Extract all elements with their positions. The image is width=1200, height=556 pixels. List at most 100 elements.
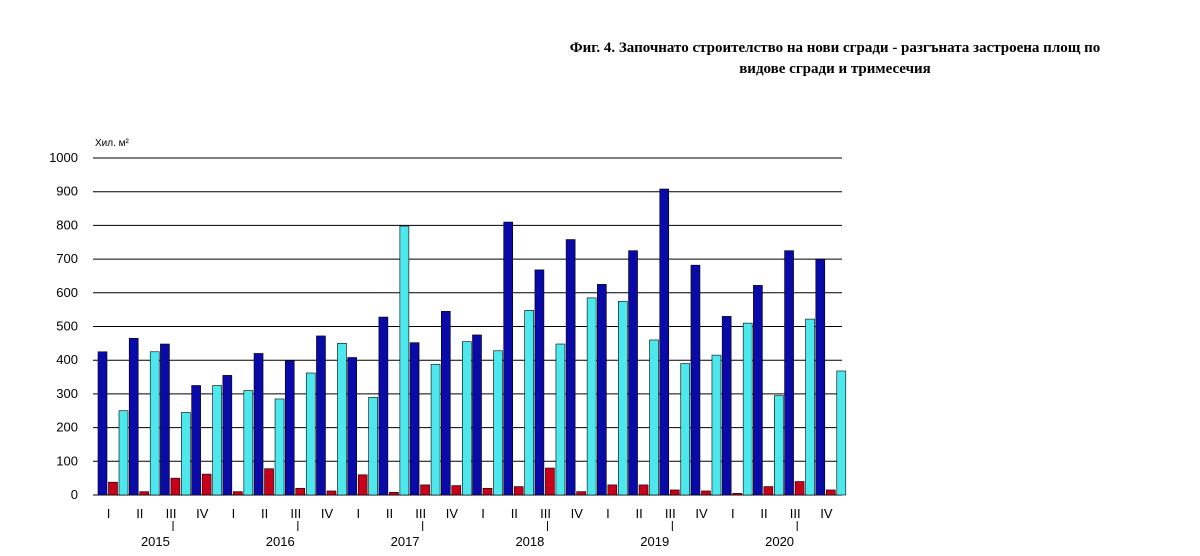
x-year-label: 2018 <box>515 534 544 549</box>
bar-series2 <box>482 487 493 496</box>
bar-series1 <box>472 334 482 496</box>
bar-series2 <box>233 491 243 496</box>
x-tick-label: III <box>540 506 551 521</box>
bar-series2 <box>763 486 774 496</box>
x-tick-label: II <box>261 506 268 521</box>
bar-series1 <box>534 269 545 496</box>
bar-series3 <box>711 354 722 496</box>
bar-series1 <box>753 285 763 496</box>
x-tick-label: III <box>665 506 676 521</box>
bar-series2 <box>825 489 836 496</box>
bar-series3 <box>493 350 503 496</box>
x-tick-label: III <box>790 506 801 521</box>
bar-series3 <box>680 363 691 496</box>
x-year-label: 2016 <box>266 534 295 549</box>
bar-series1 <box>784 250 794 496</box>
bar-series3 <box>805 318 815 496</box>
y-axis-unit-label: Хил. м² <box>95 138 130 149</box>
x-tick-label: III <box>166 506 177 521</box>
bar-series2 <box>389 491 399 496</box>
y-tick-label: 100 <box>56 453 78 468</box>
bar-series2 <box>295 487 306 496</box>
y-tick-label: 700 <box>56 251 78 266</box>
x-year-label: 2015 <box>141 534 170 549</box>
bar-series1 <box>690 264 701 496</box>
bar-series3 <box>243 390 254 496</box>
bar-series2 <box>513 486 524 496</box>
bar-series3 <box>399 225 410 496</box>
bar-series2 <box>170 477 181 496</box>
bar-series2 <box>576 491 586 496</box>
bar-series2 <box>139 491 150 496</box>
x-tick-label: III <box>415 506 426 521</box>
bar-series1 <box>565 239 576 496</box>
chart-title-line2: видове сгради и тримесечия <box>739 61 931 77</box>
x-tick-label: II <box>511 506 518 521</box>
y-tick-label: 900 <box>56 184 78 199</box>
bar-series3 <box>305 372 316 496</box>
bar-series1 <box>503 221 514 496</box>
x-tick-label: I <box>232 506 236 521</box>
year-labels: 2015 2016 2017 2018 2019 2020 <box>141 534 794 549</box>
x-tick-label: II <box>136 506 143 521</box>
bar-series1 <box>440 311 451 496</box>
x-tick-label: IV <box>571 506 584 521</box>
bar-series2 <box>451 485 462 496</box>
x-tick-label: IV <box>695 506 708 521</box>
bar-series1 <box>409 342 420 496</box>
bar-series1 <box>628 250 638 496</box>
bar-series3 <box>274 398 285 496</box>
x-axis-ticks: I II III IV I II III IV I II III IV I II III IV I II III IV… <box>107 506 833 531</box>
x-tick-label: I <box>481 506 485 521</box>
y-tick-label: 400 <box>56 352 78 367</box>
y-tick-label: 1000 <box>49 150 78 165</box>
bar-series1 <box>378 316 389 496</box>
x-year-label: 2019 <box>640 534 669 549</box>
bar-series3 <box>181 412 191 496</box>
x-tick-label: I <box>606 506 610 521</box>
x-tick-label: IV <box>820 506 833 521</box>
chart-title: Фиг. 4. Започнато строителство на нови с… <box>480 38 1190 80</box>
bar-series2 <box>669 489 680 496</box>
bar-series3 <box>586 297 597 496</box>
x-tick-label: I <box>107 506 111 521</box>
bar-series1 <box>128 337 139 496</box>
bar-series1 <box>815 258 826 496</box>
bar-series3 <box>618 300 628 496</box>
bar-series1 <box>160 343 170 496</box>
bar-series2 <box>607 484 618 496</box>
bar-series1 <box>284 360 295 496</box>
bar-series1 <box>222 375 233 496</box>
x-year-label: 2020 <box>765 534 794 549</box>
x-tick-label: IV <box>196 506 209 521</box>
y-axis-ticks: 0 100 200 300 400 500 600 700 800 900 1000 <box>49 150 78 502</box>
bar-series2 <box>357 474 368 496</box>
x-tick-label: IV <box>446 506 459 521</box>
y-tick-label: 800 <box>56 217 78 232</box>
bar-series1 <box>597 284 607 496</box>
bar-series3 <box>742 322 753 496</box>
bar-series2 <box>794 481 805 496</box>
bar-series2 <box>201 473 212 496</box>
bar-series3 <box>836 370 847 496</box>
bar-series2 <box>638 484 649 496</box>
y-tick-label: 0 <box>71 487 78 502</box>
y-tick-label: 600 <box>56 285 78 300</box>
bar-series2 <box>420 484 430 496</box>
bar-series2 <box>264 468 274 496</box>
bar-series1 <box>721 316 732 496</box>
x-tick-label: I <box>731 506 735 521</box>
bar-series3 <box>118 410 129 496</box>
bar-series3 <box>649 339 659 496</box>
chart-title-line1: Фиг. 4. Започнато строителство на нови с… <box>569 40 1101 56</box>
x-tick-label: I <box>356 506 360 521</box>
bar-series1 <box>253 353 264 496</box>
bar-series3 <box>774 395 784 496</box>
bar-series2 <box>545 467 555 496</box>
x-year-label: 2017 <box>391 534 420 549</box>
bar-series3 <box>524 310 535 496</box>
bar-series3 <box>430 363 441 496</box>
x-tick-label: IV <box>321 506 334 521</box>
bar-series1 <box>316 335 326 496</box>
